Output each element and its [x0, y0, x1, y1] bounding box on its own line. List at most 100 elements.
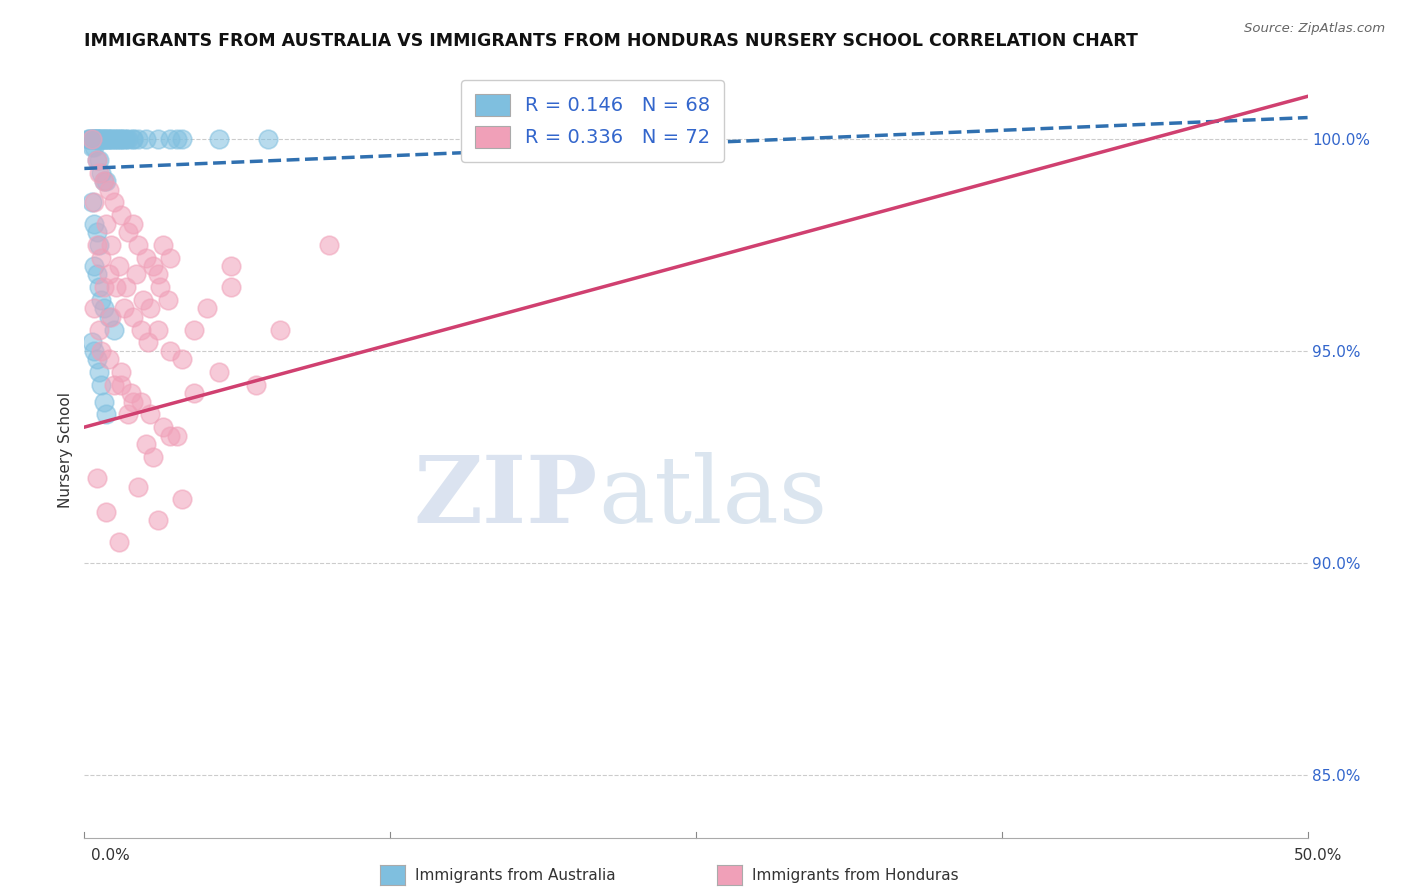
Point — [122, 394, 145, 409]
Point — [110, 132, 132, 146]
Point — [107, 132, 129, 146]
Point — [100, 310, 122, 324]
Point — [97, 132, 120, 146]
Point — [103, 323, 125, 337]
Point — [100, 132, 122, 146]
Point — [146, 513, 169, 527]
Point — [125, 268, 148, 282]
Point — [90, 251, 112, 265]
Legend: R = 0.146   N = 68, R = 0.336   N = 72: R = 0.146 N = 68, R = 0.336 N = 72 — [461, 80, 724, 161]
Point — [159, 251, 181, 265]
Point — [82, 132, 104, 146]
Point — [159, 343, 181, 358]
Point — [90, 343, 112, 358]
Point — [103, 195, 125, 210]
Point — [139, 301, 162, 316]
Point — [103, 377, 125, 392]
Point — [183, 323, 205, 337]
Point — [115, 280, 138, 294]
Point — [152, 420, 174, 434]
Point — [100, 132, 122, 146]
Point — [89, 132, 111, 146]
Point — [93, 394, 115, 409]
Point — [122, 217, 145, 231]
Point — [87, 237, 110, 252]
Point — [219, 259, 242, 273]
Point — [142, 259, 165, 273]
Point — [318, 237, 340, 252]
Point — [86, 132, 108, 146]
Point — [107, 534, 129, 549]
Point — [513, 132, 536, 146]
Point — [96, 132, 118, 146]
Text: 0.0%: 0.0% — [91, 848, 131, 863]
Point — [83, 132, 105, 146]
Point — [166, 428, 188, 442]
Point — [80, 195, 103, 210]
Text: ZIP: ZIP — [413, 452, 598, 542]
Point — [112, 301, 135, 316]
Point — [80, 132, 103, 146]
Point — [166, 132, 188, 146]
Point — [110, 377, 132, 392]
Point — [159, 428, 181, 442]
Point — [257, 132, 280, 146]
Point — [87, 153, 110, 167]
Point — [156, 293, 179, 307]
Point — [97, 132, 120, 146]
Point — [122, 310, 145, 324]
Text: atlas: atlas — [598, 452, 827, 542]
Point — [183, 386, 205, 401]
Point — [84, 132, 107, 146]
Point — [245, 377, 267, 392]
Point — [90, 132, 112, 146]
Point — [80, 132, 103, 146]
Point — [77, 132, 100, 146]
Point — [172, 492, 194, 507]
Point — [86, 225, 108, 239]
Point — [127, 132, 149, 146]
Y-axis label: Nursery School: Nursery School — [58, 392, 73, 508]
Text: Immigrants from Honduras: Immigrants from Honduras — [752, 868, 959, 882]
Point — [139, 408, 162, 422]
Point — [159, 132, 181, 146]
Point — [96, 505, 118, 519]
Point — [97, 183, 120, 197]
Point — [110, 132, 132, 146]
Point — [97, 310, 120, 324]
Point — [135, 437, 157, 451]
Point — [685, 111, 707, 125]
Point — [97, 352, 120, 367]
Point — [110, 365, 132, 379]
Point — [93, 280, 115, 294]
Point — [86, 237, 108, 252]
Point — [86, 153, 108, 167]
Point — [120, 386, 142, 401]
Point — [93, 174, 115, 188]
Point — [87, 132, 110, 146]
Point — [136, 335, 159, 350]
Point — [208, 132, 231, 146]
Point — [80, 335, 103, 350]
Point — [87, 132, 110, 146]
Point — [110, 208, 132, 222]
Point — [91, 132, 114, 146]
Point — [87, 365, 110, 379]
Point — [464, 132, 486, 146]
Point — [93, 132, 115, 146]
Point — [87, 280, 110, 294]
Text: Source: ZipAtlas.com: Source: ZipAtlas.com — [1244, 22, 1385, 36]
Text: 50.0%: 50.0% — [1295, 848, 1343, 863]
Point — [103, 132, 125, 146]
Point — [83, 140, 105, 154]
Point — [129, 394, 152, 409]
Point — [96, 217, 118, 231]
Point — [219, 280, 242, 294]
Point — [117, 408, 139, 422]
Point — [146, 268, 169, 282]
Point — [90, 377, 112, 392]
Point — [100, 237, 122, 252]
Point — [86, 132, 108, 146]
Point — [127, 237, 149, 252]
Point — [77, 132, 100, 146]
